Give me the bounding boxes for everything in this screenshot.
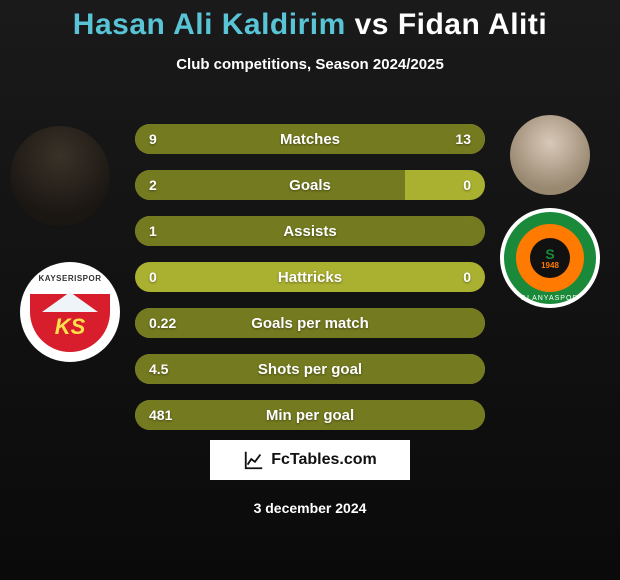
subtitle: Club competitions, Season 2024/2025 [0,56,620,73]
stat-left-value: 0.22 [135,308,190,338]
stat-row: Shots per goal4.5 [135,354,485,384]
stat-left-value: 9 [135,124,171,154]
stat-label: Matches [135,124,485,154]
brand-text: FcTables.com [271,451,377,469]
comparison-card: Hasan Ali Kaldirim vs Fidan Aliti Club c… [0,0,620,580]
stat-label: Min per goal [135,400,485,430]
stat-left-value: 0 [135,262,171,292]
club2-letter: S [545,247,554,261]
player2-name: Fidan Aliti [398,8,547,41]
player1-avatar [10,126,110,226]
player1-club-crest: KAYSERISPOR [20,262,120,362]
stat-label: Shots per goal [135,354,485,384]
stat-left-value: 4.5 [135,354,182,384]
stat-label: Hattricks [135,262,485,292]
page-title: Hasan Ali Kaldirim vs Fidan Aliti [0,0,620,42]
brand-badge: FcTables.com [210,440,410,480]
stat-left-value: 2 [135,170,171,200]
stat-row: Hattricks0 0 [135,262,485,292]
stat-label: Assists [135,216,485,246]
stat-right-value: 13 [441,124,485,154]
club1-mountain-icon [42,292,98,312]
club2-arc-label: ALANYASPOR [500,295,600,302]
title-vs: vs [346,8,398,41]
stat-right-value: 0 [449,262,485,292]
player2-avatar [510,115,590,195]
club2-year: 1948 [541,261,559,270]
stat-label: Goals [135,170,485,200]
stat-left-value: 481 [135,400,186,430]
stat-row: Goals2 0 [135,170,485,200]
club1-label: KAYSERISPOR [34,274,106,288]
stat-row: Assists1 [135,216,485,246]
stat-row: Min per goal481 [135,400,485,430]
chart-icon [243,449,265,471]
date-label: 3 december 2024 [0,500,620,516]
stat-row: Matches9 13 [135,124,485,154]
player1-name: Hasan Ali Kaldirim [73,8,346,41]
stat-left-value: 1 [135,216,171,246]
club2-core: S 1948 [530,238,570,278]
stat-bars: Matches913Goals20Assists1Hattricks00Goal… [135,124,485,446]
player2-club-crest: S 1948 ALANYASPOR [500,208,600,308]
stat-row: Goals per match0.22 [135,308,485,338]
stat-right-value: 0 [449,170,485,200]
